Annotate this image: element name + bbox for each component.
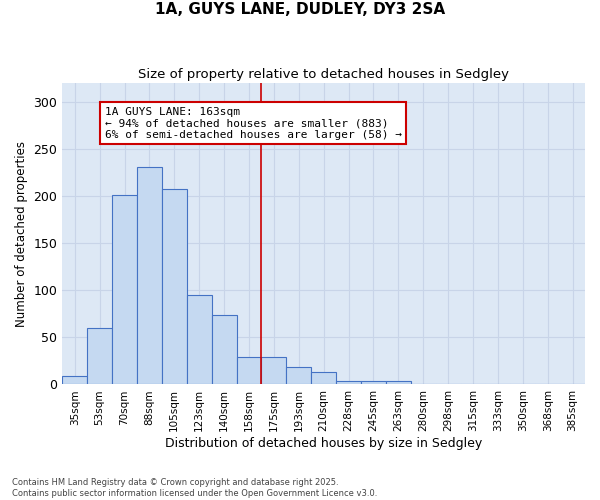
Text: 1A, GUYS LANE, DUDLEY, DY3 2SA: 1A, GUYS LANE, DUDLEY, DY3 2SA (155, 2, 445, 18)
Bar (137, 167, 162, 384)
Bar (112, 195, 137, 384)
Bar (386, 380, 411, 384)
Text: Contains HM Land Registry data © Crown copyright and database right 2025.
Contai: Contains HM Land Registry data © Crown c… (12, 478, 377, 498)
Bar (187, 295, 212, 384)
Bar (162, 188, 187, 384)
Title: Size of property relative to detached houses in Sedgley: Size of property relative to detached ho… (138, 68, 509, 80)
Text: 1A GUYS LANE: 163sqm
← 94% of detached houses are smaller (883)
6% of semi-detac: 1A GUYS LANE: 163sqm ← 94% of detached h… (104, 106, 401, 140)
Bar (87, 328, 112, 384)
Bar (336, 380, 361, 384)
Bar (262, 357, 286, 384)
Bar (361, 380, 386, 384)
Bar (62, 376, 87, 384)
Bar (286, 366, 311, 384)
Bar (212, 315, 236, 384)
Bar (236, 357, 262, 384)
X-axis label: Distribution of detached houses by size in Sedgley: Distribution of detached houses by size … (165, 437, 482, 450)
Bar (311, 372, 336, 384)
Y-axis label: Number of detached properties: Number of detached properties (15, 141, 28, 327)
